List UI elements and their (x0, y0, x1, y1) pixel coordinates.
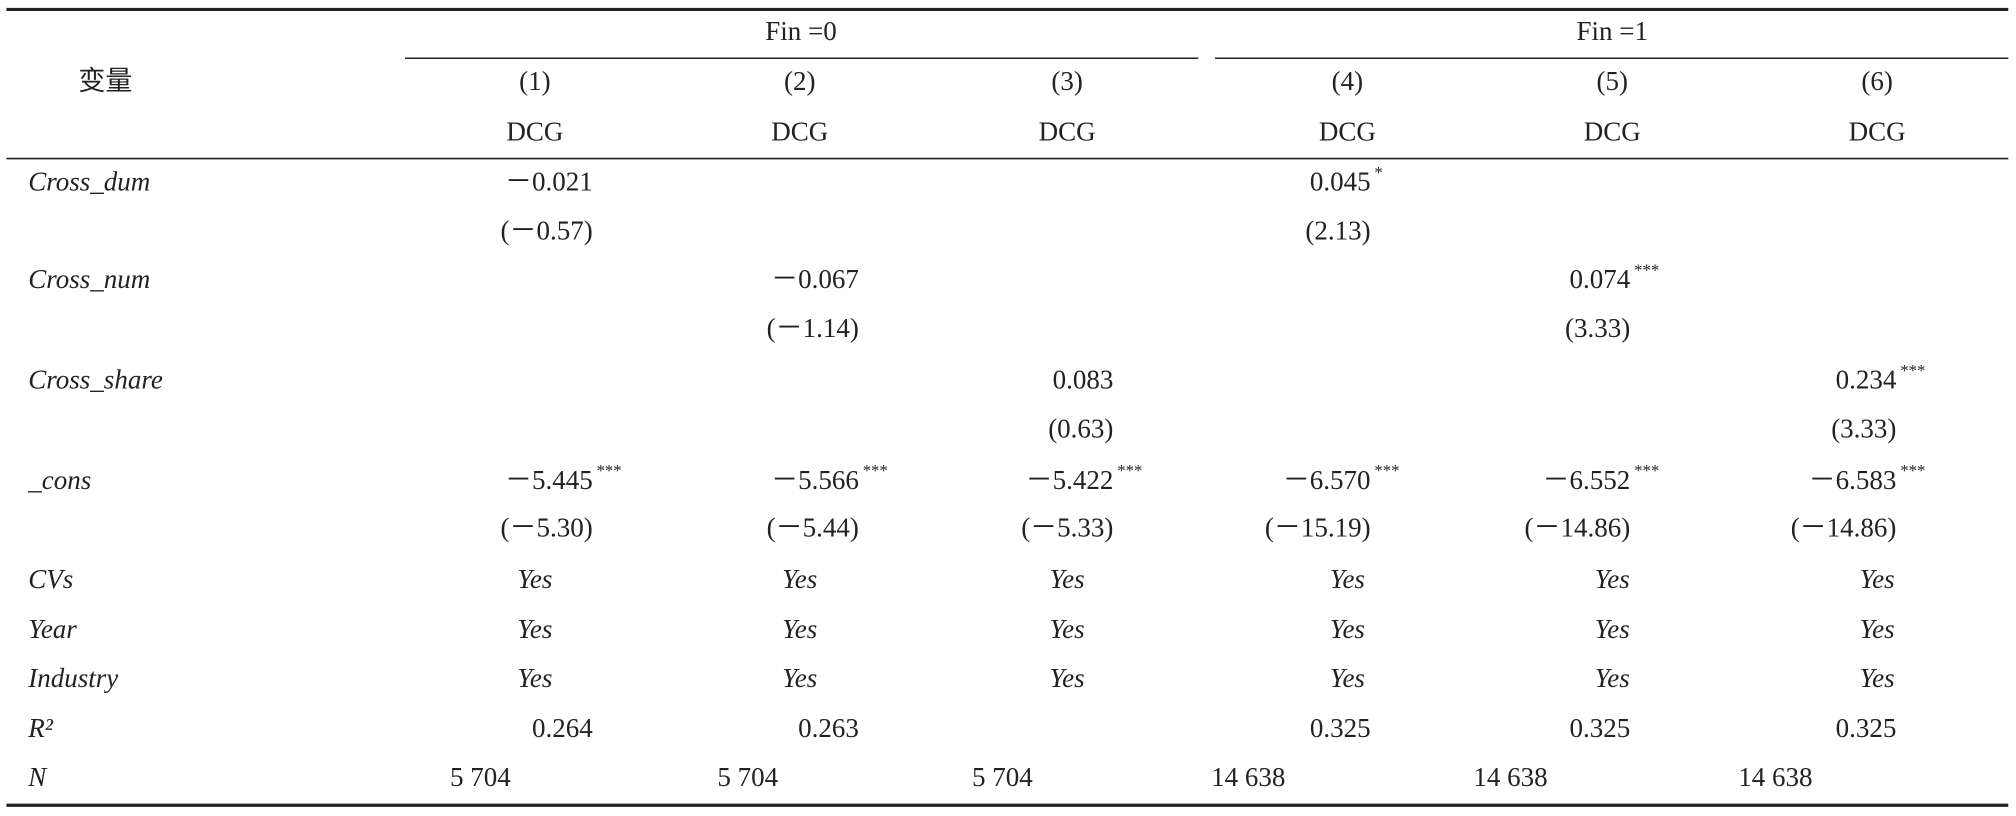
row-label: Cross_num (28, 264, 150, 294)
cell: －5.445 (505, 465, 593, 495)
group-label: Fin =0 (765, 16, 837, 46)
significance-stars: *** (1374, 461, 1399, 480)
cell: (－5.33) (1021, 512, 1113, 542)
cell: Yes (1330, 663, 1365, 693)
cell: 5 704 (717, 762, 778, 792)
cell: 0.264 (532, 713, 593, 743)
cell: －6.570 (1283, 465, 1371, 495)
cell: －5.566 (771, 465, 859, 495)
row-label: _cons (27, 465, 91, 495)
cell: Yes (1050, 663, 1085, 693)
row-label: N (27, 762, 48, 792)
significance-stars: *** (1117, 461, 1142, 480)
cell: 14 638 (1211, 762, 1285, 792)
group-label: Fin =1 (1577, 16, 1648, 46)
significance-stars: *** (1634, 461, 1659, 480)
column-number: (1) (519, 66, 550, 96)
cell: 0.045 (1310, 166, 1371, 196)
row-label: Cross_dum (28, 166, 150, 196)
cell: Yes (1330, 614, 1365, 644)
cell: (－15.19) (1265, 512, 1371, 542)
cell: (0.63) (1048, 413, 1113, 443)
cell: (－5.44) (767, 512, 859, 542)
significance-stars: *** (1900, 461, 1925, 480)
cell: (－1.14) (767, 313, 859, 343)
significance-stars: *** (597, 461, 622, 480)
cell: Yes (782, 564, 817, 594)
cell: Yes (1860, 564, 1895, 594)
significance-stars: * (1374, 163, 1382, 182)
significance-stars: *** (863, 461, 888, 480)
cell: Yes (1860, 663, 1895, 693)
cell: Yes (1595, 663, 1630, 693)
cell: 5 704 (972, 762, 1033, 792)
column-number: (3) (1051, 66, 1082, 96)
cell: 0.234 (1836, 364, 1897, 394)
cell: (3.33) (1565, 313, 1630, 343)
cell: －0.021 (505, 166, 593, 196)
cell: Yes (1050, 614, 1085, 644)
column-number: (5) (1597, 66, 1628, 96)
column-number: (6) (1861, 66, 1892, 96)
cell: －5.422 (1026, 465, 1114, 495)
cell: 14 638 (1473, 762, 1547, 792)
cell: Yes (782, 614, 817, 644)
cell: 0.325 (1570, 713, 1631, 743)
row-label: R² (27, 713, 53, 743)
cell: (－14.86) (1791, 512, 1897, 542)
cell: (3.33) (1831, 413, 1896, 443)
significance-stars: *** (1634, 261, 1659, 280)
dependent-variable: DCG (1319, 116, 1376, 146)
cell: －6.552 (1543, 465, 1631, 495)
cell: Yes (517, 614, 552, 644)
cell: 0.325 (1310, 713, 1371, 743)
cell: (2.13) (1305, 215, 1370, 245)
cell: Yes (517, 663, 552, 693)
cell: (－0.57) (500, 215, 592, 245)
cell: 5 704 (450, 762, 511, 792)
cell: Yes (782, 663, 817, 693)
cell: Yes (1595, 614, 1630, 644)
cell: －0.067 (771, 264, 859, 294)
row-label: Industry (27, 663, 118, 693)
dependent-variable: DCG (771, 116, 828, 146)
corner-label: 变量 (78, 66, 132, 96)
cell: 0.325 (1836, 713, 1897, 743)
dependent-variable: DCG (1039, 116, 1096, 146)
cell: 0.083 (1053, 364, 1114, 394)
cell: Yes (1330, 564, 1365, 594)
significance-stars: *** (1900, 361, 1925, 380)
row-label: CVs (28, 564, 73, 594)
cell: Yes (1595, 564, 1630, 594)
cell: (－14.86) (1525, 512, 1631, 542)
cell: 0.074 (1570, 264, 1631, 294)
cell: Yes (517, 564, 552, 594)
cell: －6.583 (1809, 465, 1897, 495)
dependent-variable: DCG (506, 116, 563, 146)
column-number: (4) (1332, 66, 1363, 96)
column-number: (2) (784, 66, 815, 96)
cell: Yes (1860, 614, 1895, 644)
row-label: Cross_share (28, 364, 163, 394)
cell: 14 638 (1738, 762, 1812, 792)
row-label: Year (28, 614, 77, 644)
cell: (－5.30) (500, 512, 592, 542)
cell: 0.263 (798, 713, 859, 743)
dependent-variable: DCG (1584, 116, 1641, 146)
cell: Yes (1050, 564, 1085, 594)
dependent-variable: DCG (1849, 116, 1906, 146)
